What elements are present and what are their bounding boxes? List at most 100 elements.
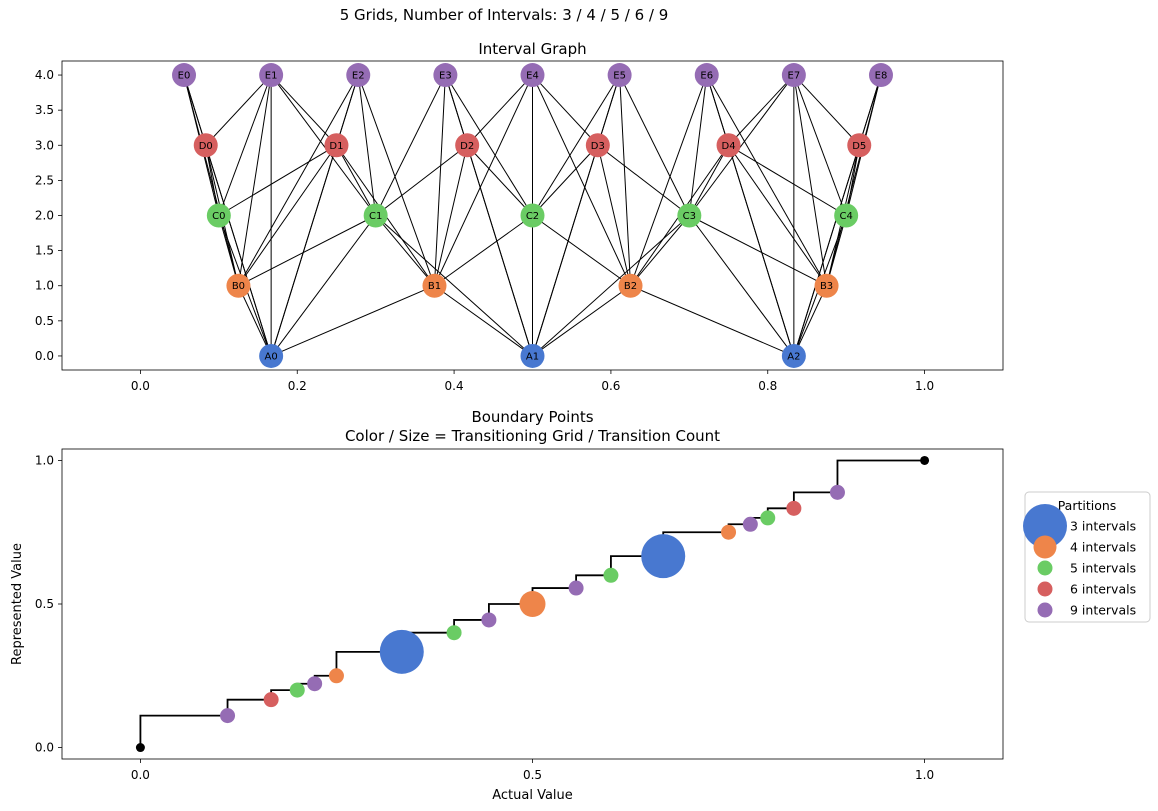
point-4-intervals xyxy=(721,524,737,540)
edge-b3-e7 xyxy=(793,74,828,286)
node-e4 xyxy=(520,63,545,88)
point-9-intervals xyxy=(307,676,323,692)
edge-a2-b2 xyxy=(630,285,795,357)
legend-label-3-intervals: 3 intervals xyxy=(1070,519,1136,534)
node-d0 xyxy=(193,133,218,158)
edge-c4-d4 xyxy=(728,144,847,216)
x-axis: 0.0 0.2 0.4 0.6 0.8 1.0 xyxy=(131,370,934,393)
y-tick-label-0-0: 0.0 xyxy=(35,349,54,363)
x-tick-label-0-5: 0.5 xyxy=(523,768,542,782)
node-label-b1: B1 xyxy=(428,281,441,292)
edge-a0-c1 xyxy=(270,215,377,357)
node-b3 xyxy=(814,273,839,298)
y-tick-label-4-0: 4.0 xyxy=(35,68,54,82)
point-5-intervals xyxy=(289,682,305,698)
node-label-d4: D4 xyxy=(722,141,736,152)
point-4-intervals xyxy=(519,591,546,617)
x-tick-label-0-0: 0.0 xyxy=(131,768,150,782)
node-label-e8: E8 xyxy=(875,71,888,82)
edge-d3-e4 xyxy=(532,74,599,146)
edge-d2-e3 xyxy=(444,74,468,146)
y-tick-label-3-5: 3.5 xyxy=(35,103,54,117)
edge-d5-e7 xyxy=(793,74,860,146)
legend-title: Partitions xyxy=(1058,498,1117,513)
x-tick-label-0-6: 0.6 xyxy=(601,379,620,393)
node-label-d1: D1 xyxy=(329,141,343,152)
edge-c1-e2 xyxy=(357,74,377,216)
legend-label-5-intervals: 5 intervals xyxy=(1070,561,1136,576)
y-tick-label-0-5: 0.5 xyxy=(35,314,54,328)
edge-c0-e1 xyxy=(218,74,272,216)
edge-b2-e6 xyxy=(630,74,708,286)
edge-b1-c2 xyxy=(434,215,533,287)
point-5-intervals xyxy=(603,567,619,583)
point-5-intervals xyxy=(446,625,462,641)
edge-d5-e8 xyxy=(858,74,882,146)
edge-d2-e4 xyxy=(466,74,533,146)
point-4-intervals xyxy=(328,668,344,684)
edge-a0-b0 xyxy=(237,285,272,357)
node-label-a0: A0 xyxy=(265,351,278,362)
edge-c0-d1 xyxy=(218,144,337,216)
edge-a0-b1 xyxy=(270,285,435,357)
edge-c3-d4 xyxy=(688,145,729,216)
edge-b3-c3 xyxy=(689,215,827,287)
legend-marker-9-intervals xyxy=(1037,602,1053,618)
x-tick-label-0-4: 0.4 xyxy=(445,379,464,393)
node-label-e7: E7 xyxy=(788,71,801,82)
endpoint-marker xyxy=(920,455,930,465)
node-e8 xyxy=(868,63,893,88)
y-tick-label-2-0: 2.0 xyxy=(35,209,54,223)
node-label-d2: D2 xyxy=(460,141,474,152)
node-d4 xyxy=(716,133,741,158)
edge-d3-e5 xyxy=(597,74,621,146)
node-label-d3: D3 xyxy=(591,141,605,152)
node-c0 xyxy=(206,203,231,228)
node-label-e6: E6 xyxy=(700,71,713,82)
point-9-intervals xyxy=(481,612,497,628)
x-axis-label: Actual Value xyxy=(492,788,573,803)
node-d3 xyxy=(585,133,610,158)
edge-d4-e7 xyxy=(728,74,795,146)
x-tick-label-0-0: 0.0 xyxy=(131,379,150,393)
y-tick-label-1-0: 1.0 xyxy=(35,453,54,467)
edge-c3-e6 xyxy=(688,74,708,216)
node-a0 xyxy=(259,343,284,368)
edge-d1-e1 xyxy=(270,74,337,146)
edge-b1-c1 xyxy=(375,215,435,287)
point-9-intervals xyxy=(742,516,758,532)
edge-d1-e2 xyxy=(335,74,359,146)
figure-suptitle: 5 Grids, Number of Intervals: 3 / 4 / 5 … xyxy=(339,6,669,24)
legend: Partitions 3 intervals 4 intervals 5 interv… xyxy=(1023,491,1151,623)
x-tick-label-0-2: 0.2 xyxy=(288,379,307,393)
legend-marker-6-intervals xyxy=(1037,581,1053,597)
node-b1 xyxy=(422,273,447,298)
node-a2 xyxy=(781,343,806,368)
edge-c3-e5 xyxy=(619,74,690,216)
node-e3 xyxy=(433,63,458,88)
edge-b0-d1 xyxy=(238,144,337,287)
legend-marker-5-intervals xyxy=(1037,560,1053,576)
node-label-e3: E3 xyxy=(439,71,452,82)
chart-subtitle: Color / Size = Transitioning Grid / Tran… xyxy=(345,427,720,445)
edge-d0-e0 xyxy=(183,74,207,146)
edge-c2-e3 xyxy=(444,74,533,216)
node-c4 xyxy=(834,203,859,228)
point-6-intervals xyxy=(786,500,802,516)
node-label-c3: C3 xyxy=(683,211,696,222)
point-3-intervals xyxy=(379,629,424,674)
point-9-intervals xyxy=(829,484,845,500)
edge-a1-b2 xyxy=(532,285,631,357)
edge-c1-d1 xyxy=(336,145,377,216)
legend-marker-4-intervals xyxy=(1033,535,1057,559)
chart-title: Boundary Points xyxy=(471,408,593,426)
edge-a2-b3 xyxy=(793,285,828,357)
legend-label-6-intervals: 6 intervals xyxy=(1070,582,1136,597)
edge-b0-e2 xyxy=(238,74,359,286)
edge-b0-c1 xyxy=(238,215,376,287)
node-c3 xyxy=(677,203,702,228)
edge-c1-e1 xyxy=(270,74,377,216)
node-d5 xyxy=(847,133,872,158)
chart-title: Interval Graph xyxy=(478,40,586,58)
edge-b2-e5 xyxy=(619,75,632,286)
